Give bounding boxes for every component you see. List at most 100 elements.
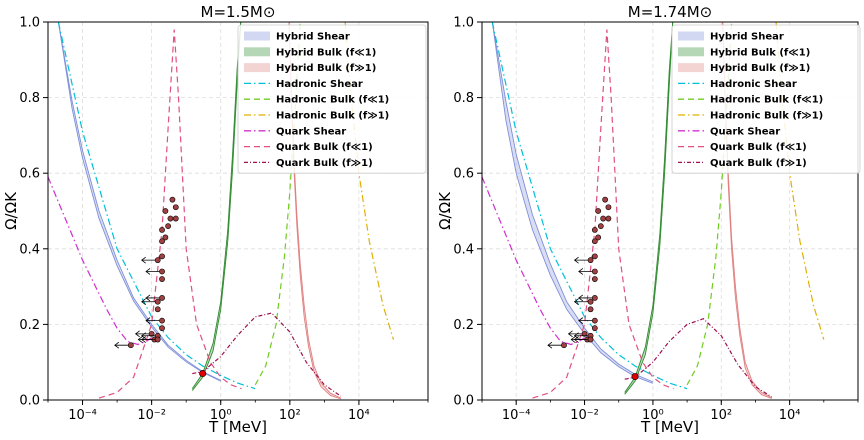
y-tick-label: 0.0 — [453, 394, 474, 409]
observed-point — [561, 342, 567, 349]
chart-title: M=1.74M⊙ — [628, 3, 712, 21]
x-tick-label: 10⁴ — [348, 408, 370, 423]
observed-point — [154, 336, 161, 343]
x-tick-label: 10⁻² — [570, 408, 599, 423]
upper-limit-arrowhead — [141, 298, 146, 306]
observed-point — [159, 268, 165, 275]
observed-point — [148, 330, 155, 337]
series-band-hybrid-shear — [492, 22, 653, 384]
chart-title: M=1.5M⊙ — [201, 3, 276, 21]
series-line-hadronic-shear — [57, 22, 256, 390]
y-tick-label: 1.0 — [453, 16, 474, 31]
legend-label-hybrid-bulk-fll1: Hybrid Bulk (f≪1) — [710, 47, 810, 58]
y-axis-label: Ω/ΩK — [436, 191, 454, 230]
observed-point — [154, 298, 161, 305]
legend-label-hybrid-bulk-fgg1: Hybrid Bulk (f≫1) — [276, 63, 376, 74]
observed-point — [162, 234, 169, 241]
observed-point — [591, 238, 598, 245]
upper-limit-arrowhead — [567, 330, 573, 338]
axes-frame — [47, 21, 429, 401]
legend-label-hadronic-bulk-fgg1: Hadronic Bulk (f≫1) — [276, 111, 389, 122]
observed-point — [605, 215, 612, 222]
x-tick-label: 10⁰ — [642, 408, 664, 423]
legend-label-hadronic-bulk-fll1: Hadronic Bulk (f≪1) — [276, 95, 389, 106]
observed-point — [159, 253, 165, 260]
observed-point — [591, 317, 598, 324]
legend-label-hadronic-bulk-fgg1: Hadronic Bulk (f≫1) — [710, 111, 823, 122]
legend-label-quark-bulk-fgg1: Quark Bulk (f≫1) — [276, 158, 373, 169]
observed-point — [169, 196, 176, 203]
upper-limit-arrowhead — [145, 294, 151, 302]
series-line-quark-bulk-fgg1 — [192, 312, 342, 397]
y-tick-label: 0.0 — [19, 394, 40, 409]
legend-swatch-hybrid-shear — [678, 31, 704, 41]
upper-limit-arrowhead — [145, 268, 151, 275]
series-band-upper-hybrid-shear — [57, 22, 221, 381]
x-tick-label: 10⁻⁴ — [502, 408, 531, 423]
legend-label-hadronic-shear: Hadronic Shear — [276, 79, 363, 90]
legend-box — [671, 24, 861, 174]
series-band-hybrid-shear — [58, 22, 221, 382]
upper-limit-arrowhead — [141, 256, 146, 264]
series-band-hybrid-bulk-fll1 — [624, 22, 673, 395]
observed-point — [595, 208, 602, 214]
observed-point — [159, 295, 165, 301]
observed-point — [159, 325, 165, 332]
legend-swatch-hybrid-bulk-fll1 — [244, 47, 270, 57]
series-band-upper-hybrid-shear — [491, 22, 654, 383]
observed-point — [159, 238, 165, 245]
upper-limit-arrowhead — [137, 336, 143, 343]
upper-limit-arrowhead — [114, 341, 120, 349]
y-tick-label: 0.2 — [453, 318, 474, 333]
x-axis-label: T [MeV] — [208, 418, 267, 436]
observed-point — [587, 298, 594, 305]
legend-label-hadronic-shear: Hadronic Shear — [710, 79, 797, 90]
legend-label-hybrid-bulk-fll1: Hybrid Bulk (f≪1) — [276, 47, 376, 58]
observed-point — [172, 215, 179, 222]
upper-limit-arrowhead — [578, 317, 584, 324]
x-tick-label: 10⁰ — [210, 408, 232, 423]
observed-point — [591, 268, 598, 275]
plot-area — [48, 22, 395, 400]
legend-label-quark-bulk-fgg1: Quark Bulk (f≫1) — [710, 158, 807, 169]
legend: Hybrid Shear Hybrid Bulk (f≪1) Hybrid Bulk… — [237, 24, 427, 174]
legend-label-hybrid-shear: Hybrid Shear — [710, 32, 784, 43]
series-line-quark-bulk-fgg1 — [624, 318, 773, 398]
series-band-lower-hybrid-shear — [491, 22, 654, 384]
upper-limit-arrowhead — [141, 336, 146, 343]
observed-point — [587, 257, 594, 264]
observed-point — [159, 317, 165, 324]
chart-panel-left: 10⁻⁴ 10⁻² 10⁰ 10² 10⁴ 0.0 0.2 0.4 0.6 0.8 1.0 M=1.5… — [2, 3, 429, 436]
y-tick-label: 0.6 — [19, 167, 40, 182]
observed-point — [591, 253, 598, 260]
y-tick-label: 0.2 — [19, 318, 40, 333]
intersection-point — [199, 370, 207, 378]
upper-limit-arrowhead — [578, 268, 584, 275]
legend-label-hadronic-bulk-fll1: Hadronic Bulk (f≪1) — [710, 95, 823, 106]
series-line-quark-shear — [482, 176, 585, 346]
observed-point — [591, 226, 598, 233]
observed-point — [165, 223, 172, 230]
observed-point — [127, 342, 134, 349]
x-tick-label: 10⁴ — [779, 408, 801, 423]
y-tick-label: 0.4 — [19, 242, 40, 257]
series-band-hybrid-bulk-fll1 — [192, 22, 241, 391]
observed-point — [591, 276, 598, 282]
series-band-lower-hybrid-bulk-fll1 — [624, 22, 674, 395]
series-line-hadronic-shear — [491, 22, 688, 390]
legend-label-quark-bulk-fll1: Quark Bulk (f≪1) — [710, 142, 807, 153]
observed-point — [587, 306, 594, 313]
observed-point — [154, 257, 161, 264]
chart-panel-right: 10⁻⁴ 10⁻² 10⁰ 10² 10⁴ 0.0 0.2 0.4 0.6 0.8 1.0 M=1.7… — [436, 3, 861, 436]
legend-label-hybrid-shear: Hybrid Shear — [276, 32, 350, 43]
plot-area — [482, 22, 825, 399]
observed-point — [602, 196, 609, 203]
x-tick-label: 10² — [279, 408, 301, 423]
y-tick-label: 0.4 — [453, 242, 474, 257]
y-tick-label: 0.6 — [453, 167, 474, 182]
upper-limit-arrowhead — [578, 294, 584, 302]
observed-point — [595, 234, 602, 241]
legend-swatch-hybrid-shear — [244, 31, 270, 41]
observed-point — [605, 204, 612, 211]
